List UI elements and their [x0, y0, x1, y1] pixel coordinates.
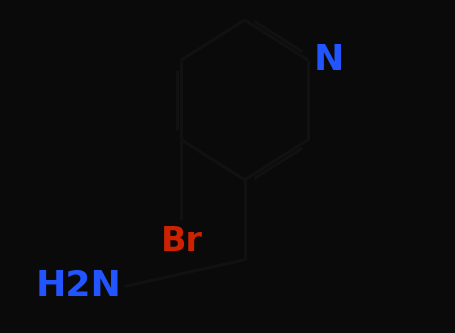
- Text: Br: Br: [160, 225, 202, 258]
- Text: N: N: [313, 43, 344, 77]
- Text: H2N: H2N: [35, 269, 121, 303]
